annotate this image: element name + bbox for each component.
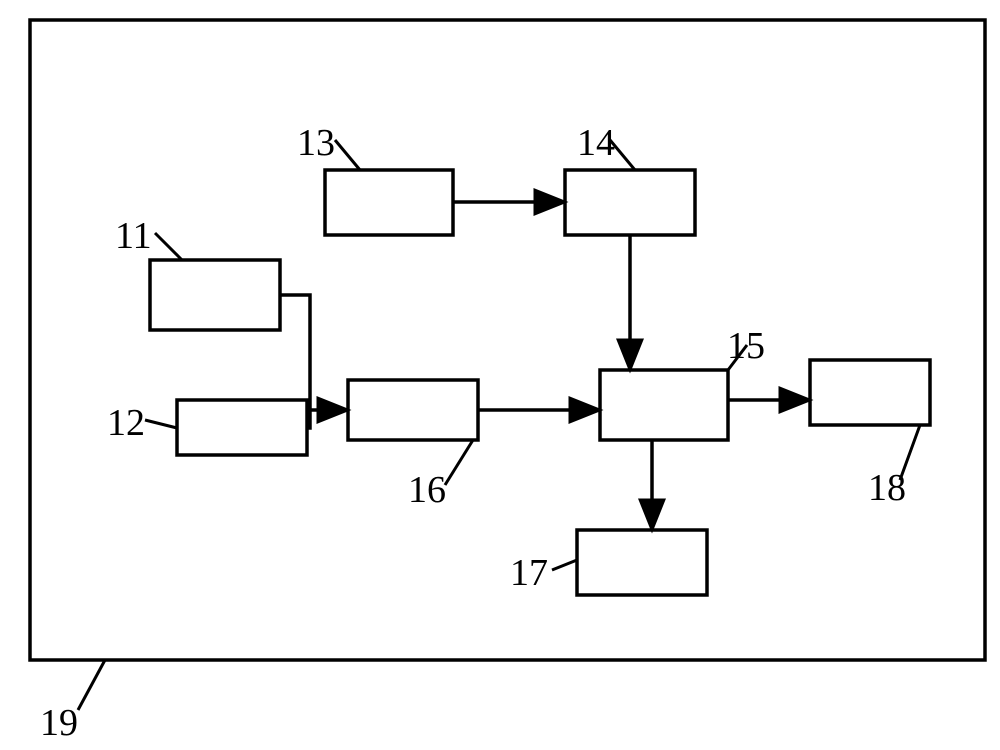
nodes-layer: [150, 170, 930, 595]
diagram-canvas: 11 12 13 14 15 16 17 18 19: [0, 0, 1000, 750]
node-16: [348, 380, 478, 440]
label-14: 14: [577, 122, 615, 164]
node-15: [600, 370, 728, 440]
leader-8: [78, 660, 105, 710]
leader-1: [145, 420, 177, 428]
edge-11-junction: [280, 295, 310, 410]
label-11: 11: [115, 215, 152, 257]
node-14: [565, 170, 695, 235]
label-18: 18: [868, 467, 906, 509]
node-17: [577, 530, 707, 595]
leader-6: [552, 560, 577, 570]
leader-5: [445, 440, 473, 485]
node-12: [177, 400, 307, 455]
label-15: 15: [727, 325, 765, 367]
label-17: 17: [510, 552, 548, 594]
label-19: 19: [40, 702, 78, 744]
label-13: 13: [297, 122, 335, 164]
node-11: [150, 260, 280, 330]
label-16: 16: [408, 469, 446, 511]
outer-frame: [30, 20, 985, 660]
leader-0: [155, 233, 182, 260]
label-12: 12: [107, 402, 145, 444]
node-18: [810, 360, 930, 425]
outer-frame-rect: [30, 20, 985, 660]
labels-layer: 11 12 13 14 15 16 17 18 19: [40, 122, 906, 744]
node-13: [325, 170, 453, 235]
leader-2: [335, 140, 360, 170]
leaders-layer: [78, 140, 920, 710]
